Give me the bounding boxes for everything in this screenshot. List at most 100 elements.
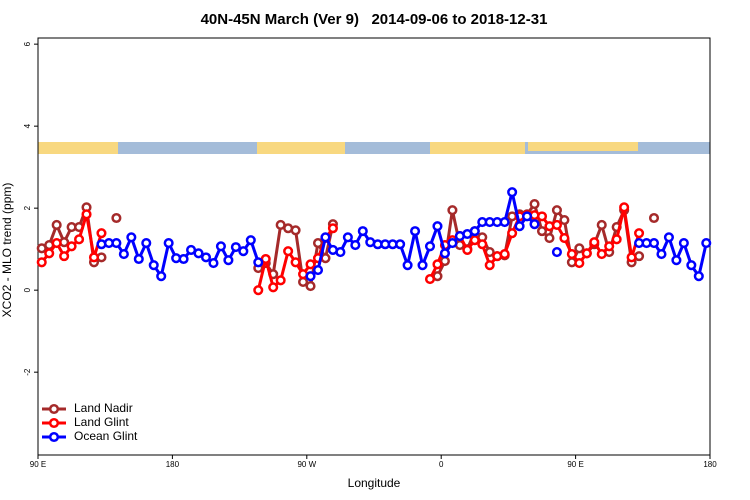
data-point xyxy=(215,241,226,252)
data-point xyxy=(507,187,518,198)
data-point xyxy=(59,251,70,262)
data-point xyxy=(424,241,436,252)
data-point xyxy=(200,252,212,263)
data-point xyxy=(74,234,85,245)
y-tick-label: 4 xyxy=(23,123,32,128)
data-point xyxy=(626,252,637,263)
x-tick-label: 90 E xyxy=(567,460,583,469)
data-point xyxy=(51,237,62,249)
x-tick-label: 90 W xyxy=(297,460,316,469)
data-point xyxy=(208,258,219,269)
y-tick-label: 6 xyxy=(23,41,32,46)
data-point xyxy=(275,275,286,286)
data-point xyxy=(111,237,122,249)
x-tick-label: 180 xyxy=(166,460,180,469)
data-point xyxy=(432,259,443,270)
data-point xyxy=(447,237,458,249)
data-point xyxy=(514,221,525,232)
data-point xyxy=(133,253,144,265)
data-point xyxy=(686,260,697,271)
land-strip xyxy=(528,142,638,151)
data-point xyxy=(111,212,122,224)
legend-label: Ocean Glint xyxy=(74,429,138,443)
series xyxy=(36,199,660,292)
data-point xyxy=(283,246,294,257)
data-point xyxy=(156,271,167,282)
y-axis-label: XCO2 - MLO trend (ppm) xyxy=(0,183,14,318)
data-point xyxy=(671,255,682,266)
data-point xyxy=(693,271,704,282)
data-point xyxy=(596,219,607,231)
legend-label: Land Nadir xyxy=(74,401,133,415)
series xyxy=(96,187,712,282)
data-point xyxy=(402,260,413,271)
data-point xyxy=(395,239,406,250)
legend-marker xyxy=(48,431,60,443)
y-tick-label: 2 xyxy=(23,205,32,210)
data-point xyxy=(529,219,540,230)
data-point xyxy=(596,249,607,260)
data-point xyxy=(551,219,562,231)
data-point xyxy=(544,233,555,244)
data-point xyxy=(663,232,674,243)
data-point xyxy=(678,237,689,249)
data-point xyxy=(566,249,577,260)
data-point xyxy=(96,228,107,239)
data-point xyxy=(477,239,488,250)
data-point xyxy=(469,235,480,246)
data-point xyxy=(574,258,585,269)
data-point xyxy=(417,260,428,271)
data-point xyxy=(342,232,353,243)
data-point xyxy=(223,255,234,266)
data-point xyxy=(305,281,316,292)
data-point xyxy=(589,237,600,248)
data-point xyxy=(604,241,615,252)
y-tick-label: 0 xyxy=(23,287,32,292)
data-point xyxy=(611,234,622,245)
data-point xyxy=(193,248,204,259)
data-point xyxy=(350,240,361,251)
data-point xyxy=(559,215,570,226)
chart-title: 40N-45N March (Ver 9) 2014-09-06 to 2018… xyxy=(201,11,548,28)
data-point xyxy=(536,211,548,222)
data-point xyxy=(551,205,562,216)
data-point xyxy=(230,242,241,253)
data-point xyxy=(51,219,62,231)
data-point xyxy=(253,285,264,296)
data-point xyxy=(559,233,570,244)
data-point xyxy=(88,252,100,263)
data-point xyxy=(290,225,301,236)
land-strip xyxy=(257,142,345,154)
x-tick-label: 180 xyxy=(703,460,717,469)
legend-marker xyxy=(48,417,60,429)
land-strip xyxy=(430,142,525,154)
data-point xyxy=(551,246,562,258)
data-point xyxy=(484,260,495,271)
data-point xyxy=(619,202,630,213)
data-point xyxy=(410,226,421,237)
data-point xyxy=(574,243,585,254)
data-point xyxy=(305,271,316,282)
data-point xyxy=(305,259,316,270)
data-point xyxy=(462,244,473,256)
data-point xyxy=(253,257,264,268)
legend-marker xyxy=(48,403,60,415)
data-point xyxy=(536,226,548,237)
data-point xyxy=(424,274,436,285)
data-point xyxy=(126,232,137,243)
data-point xyxy=(245,235,256,246)
data-point xyxy=(634,228,645,239)
land-strip xyxy=(38,142,118,154)
data-point xyxy=(163,237,174,249)
x-tick-label: 90 E xyxy=(30,460,46,469)
data-point xyxy=(36,257,47,268)
data-point xyxy=(335,246,346,258)
data-point xyxy=(439,248,450,259)
data-point xyxy=(357,226,368,237)
data-point xyxy=(312,237,324,249)
data-point xyxy=(118,249,129,260)
data-point xyxy=(320,232,331,243)
